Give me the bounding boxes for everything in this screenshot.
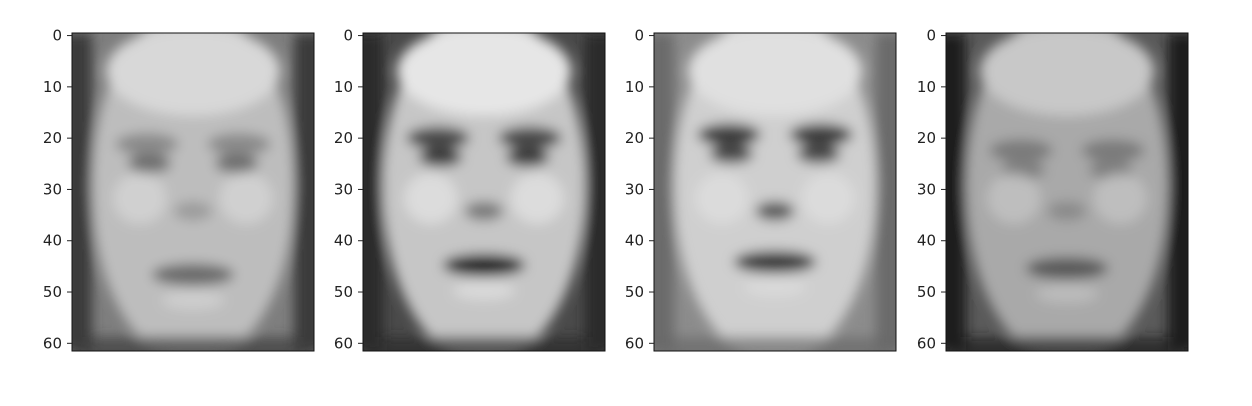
y-tick-label: 50 [334, 283, 353, 301]
face-image-1 [72, 33, 314, 351]
axes-frame [362, 32, 606, 352]
image-panel-3: 0 10 20 30 40 50 60 [625, 27, 897, 352]
y-tick-label: 20 [625, 129, 644, 147]
y-tick-label: 0 [926, 27, 936, 45]
y-tick-label: 30 [625, 180, 644, 198]
y-tick-label: 0 [52, 27, 62, 45]
y-tick-label: 20 [43, 129, 62, 147]
y-tick-label: 30 [917, 180, 936, 198]
y-tick-label: 10 [917, 78, 936, 96]
axes-frame [71, 32, 315, 352]
y-tick-label: 0 [634, 27, 644, 45]
axes-frame [653, 32, 897, 352]
face-image-4 [946, 33, 1188, 351]
y-tick-label: 10 [625, 78, 644, 96]
y-tick-label: 40 [625, 232, 644, 250]
face-image-3 [654, 33, 896, 351]
y-tick-label: 10 [43, 78, 62, 96]
face-image-2 [363, 33, 605, 351]
y-tick-label: 60 [334, 334, 353, 352]
y-tick-label: 0 [343, 27, 353, 45]
y-tick-label: 20 [917, 129, 936, 147]
y-tick-label: 60 [917, 334, 936, 352]
y-tick-label: 40 [334, 232, 353, 250]
y-tick-label: 40 [917, 232, 936, 250]
image-panel-4: 0 10 20 30 40 50 60 [917, 27, 1189, 352]
y-tick-label: 60 [625, 334, 644, 352]
y-tick-label: 30 [334, 180, 353, 198]
y-tick-label: 20 [334, 129, 353, 147]
axes-frame [945, 32, 1189, 352]
y-tick-label: 50 [625, 283, 644, 301]
y-tick-label: 30 [43, 180, 62, 198]
y-tick-label: 40 [43, 232, 62, 250]
y-tick-label: 10 [334, 78, 353, 96]
y-tick-label: 60 [43, 334, 62, 352]
y-tick-label: 50 [917, 283, 936, 301]
y-tick-label: 50 [43, 283, 62, 301]
image-panel-1: 0 10 20 30 40 50 60 [43, 27, 315, 352]
image-panel-2: 0 10 20 30 40 50 60 [334, 27, 606, 352]
